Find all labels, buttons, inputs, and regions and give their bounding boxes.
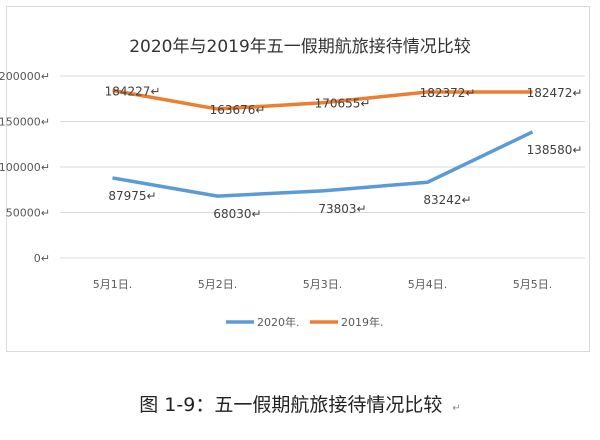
y-tick-label: 50000↵ <box>6 207 50 220</box>
caption-text: 图 1-9：五一假期航旅接待情况比较 <box>139 394 443 416</box>
y-tick-label: 200000↵ <box>0 70 50 83</box>
series-line-2019年 <box>112 88 533 111</box>
paragraph-mark-icon: ↵ <box>452 403 461 414</box>
data-label: 138580↵ <box>527 143 583 157</box>
data-label: 184227↵ <box>105 84 161 98</box>
data-label: 73803↵ <box>318 202 366 216</box>
series-line-2020年 <box>112 130 534 198</box>
data-label: 87975↵ <box>108 189 156 203</box>
x-tick-label: 5月1日. <box>93 278 133 291</box>
line-chart: 2020年与2019年五一假期航旅接待情况比较 0↵ 50000↵ 100000↵ 15… <box>0 37 585 329</box>
x-tick-label: 5月3日. <box>303 278 343 291</box>
x-tick-label: 5月2日. <box>198 278 238 291</box>
y-tick-label: 0↵ <box>34 252 50 265</box>
y-tick-label: 150000↵ <box>0 116 50 129</box>
x-tick-label: 5月4日. <box>408 278 448 291</box>
legend-label: 2019年. <box>341 315 384 329</box>
figure-caption: 图 1-9：五一假期航旅接待情况比较 ↵ <box>0 390 600 417</box>
data-label: 83242↵ <box>423 193 471 207</box>
chart-frame <box>6 6 590 352</box>
data-label: 182372↵ <box>420 86 476 100</box>
data-label: 163676↵ <box>210 103 266 117</box>
legend-label: 2020年. <box>257 315 300 329</box>
data-label: 68030↵ <box>213 207 261 221</box>
chart-title: 2020年与2019年五一假期航旅接待情况比较 <box>129 37 471 57</box>
x-tick-label: 5月5日. <box>513 278 553 291</box>
data-label: 182472↵ <box>527 86 583 100</box>
data-label: 170655↵ <box>315 97 371 111</box>
y-tick-label: 100000↵ <box>0 161 50 174</box>
